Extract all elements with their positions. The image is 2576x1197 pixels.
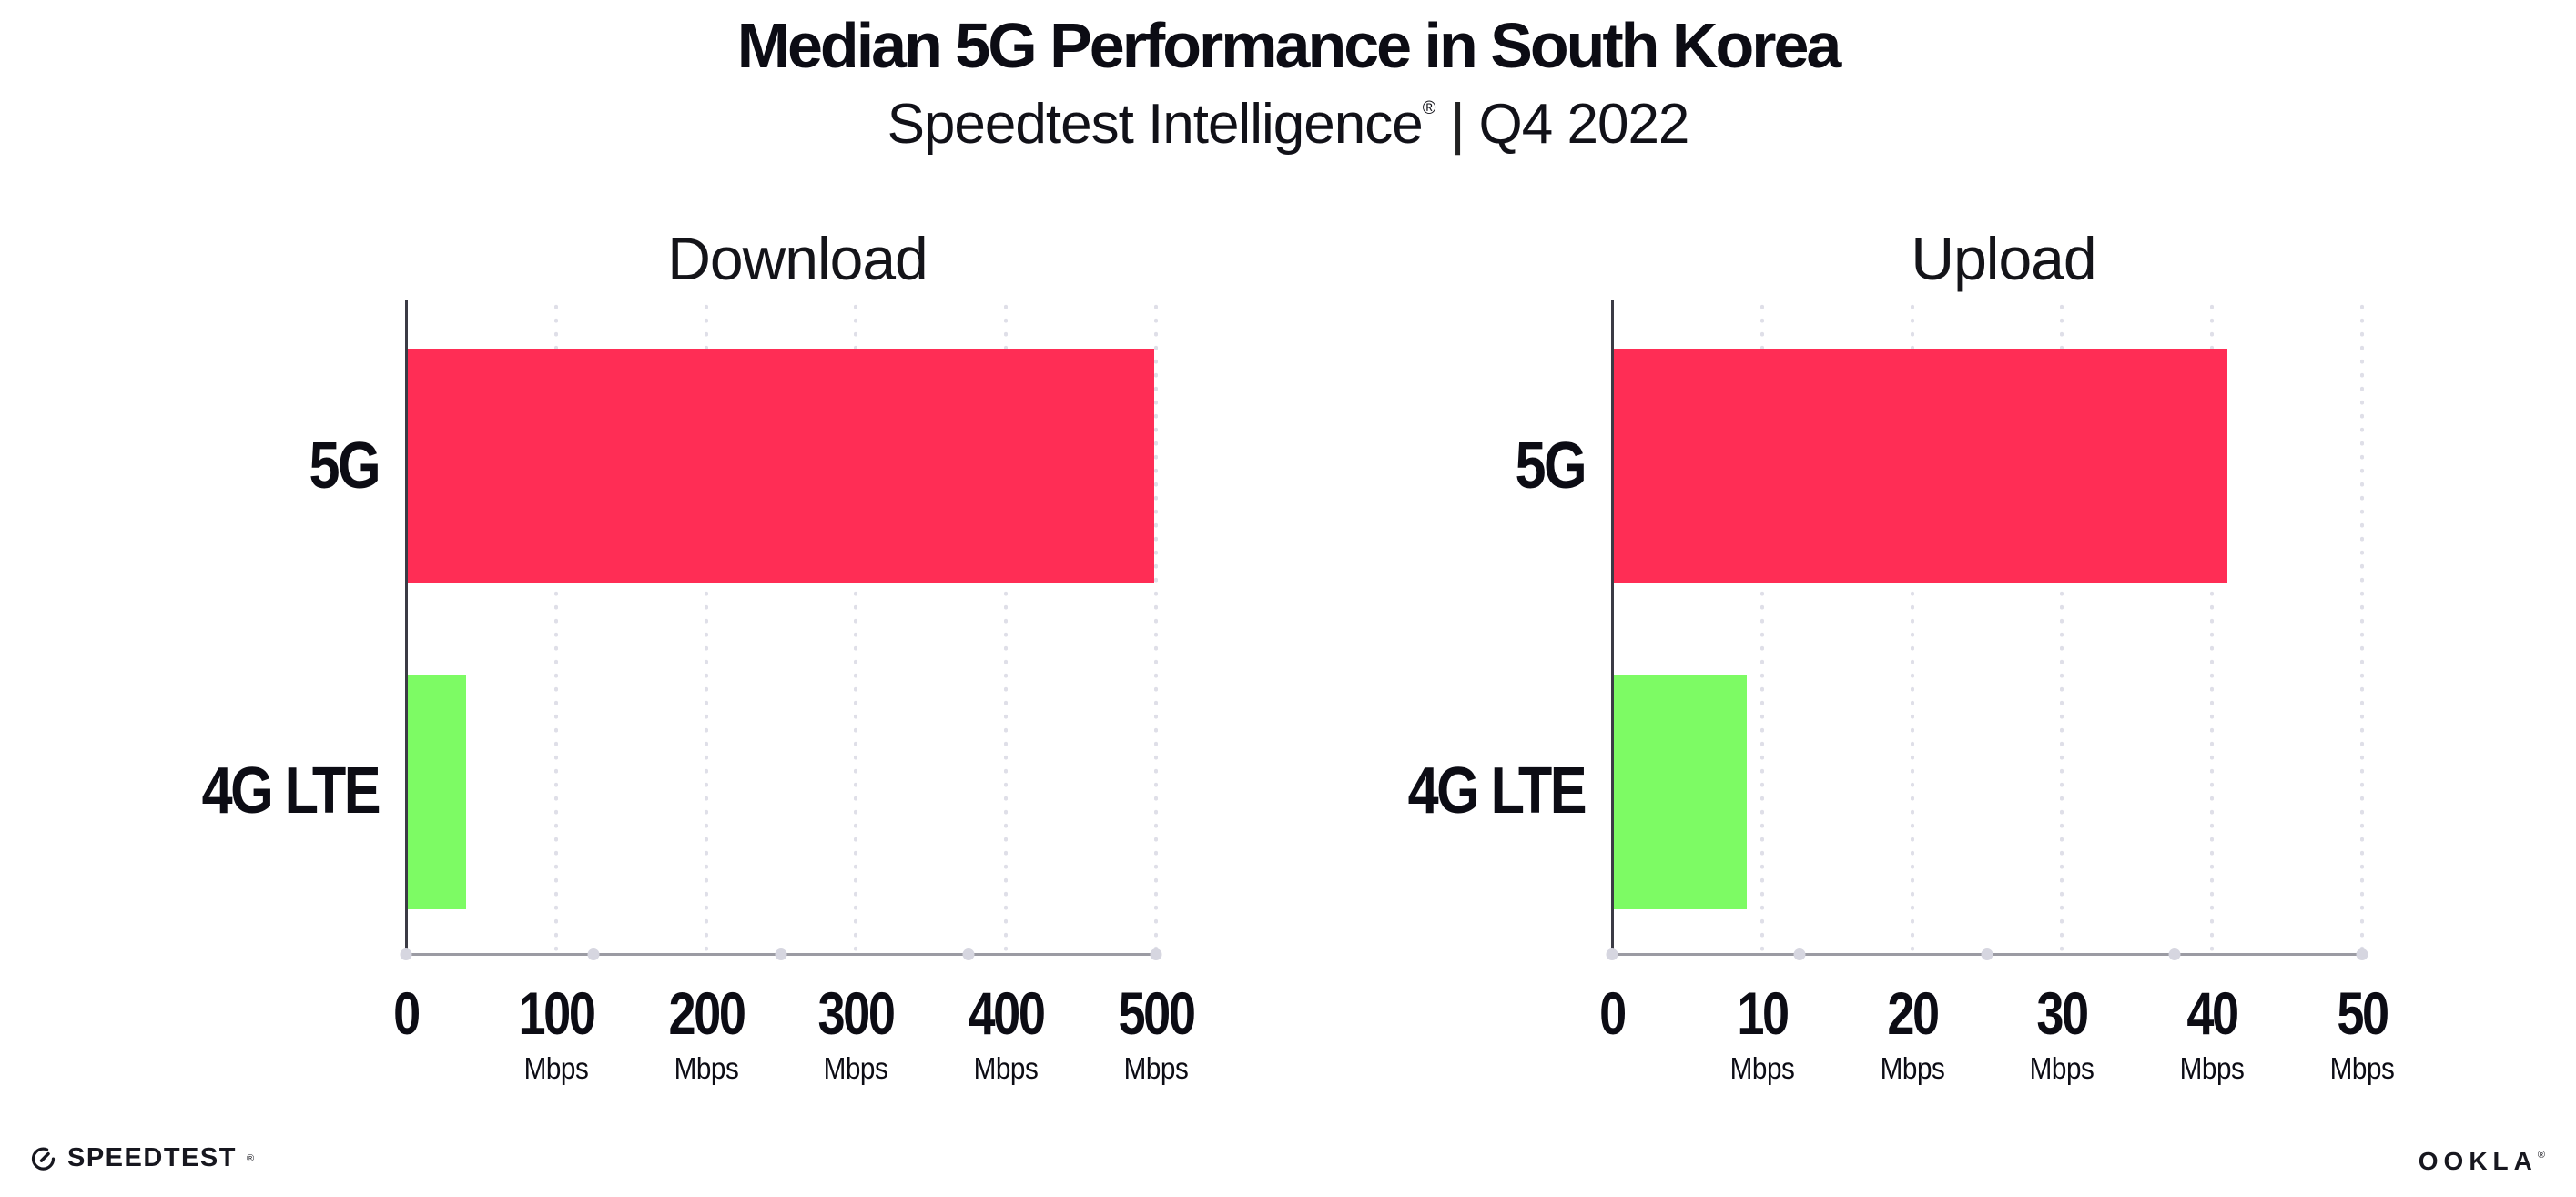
upload-gridline-50 (2360, 304, 2364, 954)
download-x-ticks: 0 100 Mbps 200 Mbps 300 Mbps 400 Mbps 50… (393, 983, 1196, 1111)
tick-value: 30 (2036, 979, 2090, 1047)
upload-category-label-4g-lte: 4G LTE (1407, 755, 1587, 827)
upload-x-ticks: 0 10 Mbps 20 Mbps 30 Mbps 40 Mbps 50 Mbp… (1599, 983, 2395, 1111)
subtitle-product: Speedtest Intelligence (887, 93, 1424, 156)
download-bar-4g-lte (406, 675, 466, 909)
tick-value: 0 (393, 979, 421, 1047)
subtitle-period: Q4 2022 (1478, 93, 1690, 156)
download-gridline-100 (553, 304, 558, 954)
x-tick: 0 (390, 983, 421, 1043)
upload-gridline-20 (1910, 304, 1914, 954)
tick-unit: Mbps (1880, 1051, 1945, 1085)
speedtest-logo: SPEEDTEST ® (29, 1143, 254, 1173)
download-y-axis (405, 300, 408, 956)
upload-bar-5g (1612, 349, 2227, 583)
download-category-label-5g: 5G (309, 430, 380, 502)
tick-value: 20 (1886, 979, 1940, 1047)
x-tick: 40 Mbps (2176, 983, 2248, 1086)
upload-axis-dot (1981, 948, 1993, 960)
tick-unit: Mbps (2329, 1051, 2395, 1085)
download-chart-title: Download (667, 225, 928, 292)
x-tick: 200 Mbps (660, 983, 752, 1086)
upload-axis-dot (1606, 948, 1618, 960)
x-tick: 500 Mbps (1110, 983, 1202, 1086)
page-subtitle: Speedtest Intelligence® | Q4 2022 (0, 95, 2576, 154)
download-axis-dot (775, 948, 787, 960)
download-axis-dot (400, 948, 412, 960)
download-plot-area (400, 300, 1162, 960)
download-axis-dot (587, 948, 600, 960)
upload-chart-title: Upload (1911, 225, 2096, 292)
tick-unit: Mbps (1123, 1051, 1189, 1085)
x-tick: 300 Mbps (810, 983, 902, 1086)
download-bar-5g (406, 349, 1155, 583)
tick-unit: Mbps (1729, 1051, 1795, 1085)
speedtest-gauge-icon (29, 1144, 57, 1172)
x-tick: 100 Mbps (510, 983, 602, 1086)
upload-category-label-5g: 5G (1515, 430, 1587, 502)
tick-unit: Mbps (973, 1051, 1039, 1085)
download-axis-dot (962, 948, 975, 960)
download-axis-dot (1150, 948, 1162, 960)
upload-gridline-40 (2210, 304, 2215, 954)
x-tick: 20 Mbps (1876, 983, 1948, 1086)
x-tick: 30 Mbps (2026, 983, 2098, 1086)
download-gridline-300 (854, 304, 858, 954)
download-gridline-400 (1004, 304, 1009, 954)
tick-value: 50 (2337, 979, 2389, 1047)
tick-value: 0 (1599, 979, 1627, 1047)
tick-unit: Mbps (2029, 1051, 2094, 1085)
upload-y-axis (1611, 300, 1614, 956)
upload-bar-4g-lte (1612, 675, 1748, 909)
tick-value: 100 (518, 979, 595, 1047)
download-gridline-200 (704, 304, 708, 954)
tick-value: 500 (1118, 979, 1196, 1047)
ookla-wordmark: OOKLA (2418, 1147, 2538, 1175)
ookla-logo: OOKLA® (2419, 1147, 2551, 1176)
download-category-label-4g-lte: 4G LTE (201, 755, 381, 827)
tick-unit: Mbps (2179, 1051, 2245, 1085)
subtitle-separator: | (1450, 93, 1465, 156)
upload-gridline-10 (1760, 304, 1764, 954)
upload-plot-area (1606, 300, 2368, 960)
tick-value: 200 (668, 979, 745, 1047)
tick-unit: Mbps (823, 1051, 888, 1085)
speedtest-wordmark: SPEEDTEST (67, 1143, 237, 1172)
download-gridline-500 (1154, 304, 1158, 954)
page-title: Median 5G Performance in South Korea (736, 10, 1842, 81)
ookla-registered-mark: ® (2537, 1150, 2551, 1161)
tick-unit: Mbps (523, 1051, 589, 1085)
tick-unit: Mbps (674, 1051, 739, 1085)
tick-value: 400 (968, 979, 1046, 1047)
x-tick: 50 Mbps (2327, 983, 2399, 1086)
upload-axis-dot (2168, 948, 2181, 960)
x-tick: 0 (1597, 983, 1628, 1043)
tick-value: 10 (1737, 979, 1790, 1047)
x-tick: 400 Mbps (960, 983, 1052, 1086)
x-tick: 10 Mbps (1726, 983, 1798, 1086)
upload-axis-dot (2356, 948, 2368, 960)
speedtest-registered-mark: ® (246, 1152, 255, 1164)
upload-axis-dot (1793, 948, 1806, 960)
tick-value: 300 (817, 979, 896, 1047)
upload-gridline-30 (2060, 304, 2064, 954)
tick-value: 40 (2186, 979, 2240, 1047)
registered-trademark-icon: ® (1422, 98, 1436, 118)
